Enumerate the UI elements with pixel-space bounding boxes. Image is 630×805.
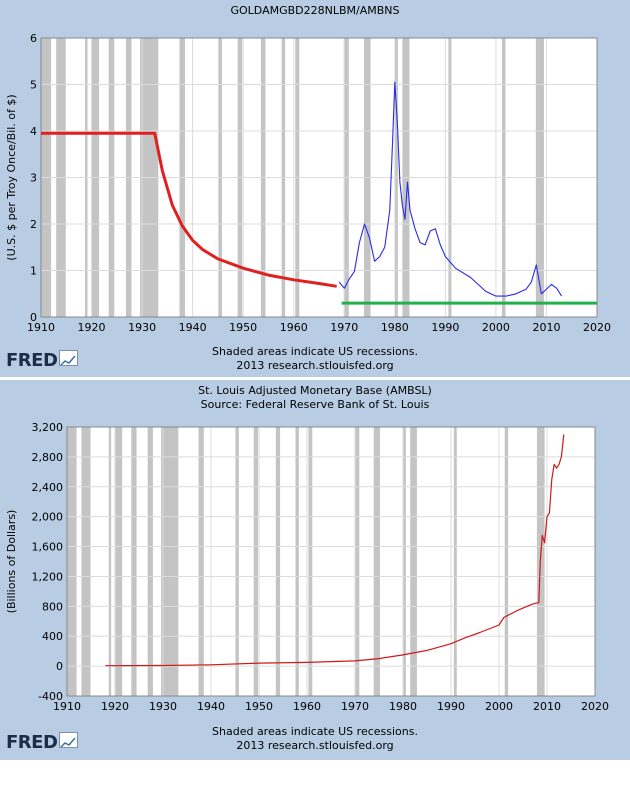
y-tick-label: 400 [42,630,63,643]
mini-chart-icon [59,350,79,366]
x-tick-label: 1940 [179,321,207,334]
y-tick-label: 1 [30,265,37,278]
recession-band [403,427,406,696]
series-line-1 [338,81,563,297]
y-axis-label: (U.S. $ per Troy Once/Bil. of $) [5,94,18,260]
plot-area [67,427,595,696]
recession-band [295,427,299,696]
x-tick-label: 1920 [101,700,129,713]
recession-band [453,427,457,696]
y-tick-label: 2 [30,218,37,231]
source-note: 2013 research.stlouisfed.org [236,359,394,372]
chart-footer: Shaded areas indicate US recessions. 201… [0,345,630,373]
y-tick-label: 1,600 [32,541,64,554]
x-tick-label: 2020 [581,700,609,713]
monetary-base-chart-panel: St. Louis Adjusted Monetary Base (AMBSL)… [0,380,630,760]
y-tick-label: 2,000 [32,511,64,524]
recession-note: Shaded areas indicate US recessions. [212,725,418,738]
x-tick-label: 1920 [78,321,106,334]
y-tick-label: -400 [38,690,63,703]
x-tick-label: 1990 [437,700,465,713]
x-tick-label: 1960 [293,700,321,713]
recession-band [161,427,179,696]
y-tick-label: 4 [30,125,37,138]
source-note: 2013 research.stlouisfed.org [236,739,394,752]
x-tick-label: 1950 [245,700,273,713]
x-tick-label: 1980 [389,700,417,713]
recession-band [67,427,77,696]
fred-logo-text: FRED [6,732,58,753]
recession-band [115,427,123,696]
recession-band [275,427,281,696]
mini-chart-icon [59,732,79,748]
x-tick-label: 1910 [27,321,55,334]
x-tick-label: 2010 [532,321,560,334]
x-tick-label: 2000 [485,700,513,713]
x-tick-label: 1980 [381,321,409,334]
recession-band [81,427,91,696]
gold-chart-panel: GOLDAMGBD228NLBM/AMBNS 1910 1920 1930 1940 1… [0,0,630,377]
gold-chart-svg: 1910 1920 1930 1940 1950 1960 1970 1980 1990 2000… [5,32,611,334]
x-tick-label: 1960 [280,321,308,334]
plot-border [66,426,596,697]
y-tick-label: 3,200 [32,421,64,434]
recession-band [198,427,204,696]
x-tick-label: 1990 [431,321,459,334]
recession-band [373,427,380,696]
recession-band [253,427,259,696]
x-tick-label: 1950 [229,321,257,334]
y-tick-label: 3 [30,172,37,185]
recession-band [147,427,153,696]
x-tick-label: 1970 [341,700,369,713]
y-tick-label: 0 [56,660,63,673]
y-tick-label: 800 [42,600,63,613]
series-line-0 [41,131,337,288]
recession-band [108,427,112,696]
fred-logo-text: FRED [6,350,58,371]
recession-band [410,427,417,696]
y-tick-label: 1,200 [32,570,64,583]
recession-band [504,427,509,696]
x-tick-label: 2000 [482,321,510,334]
x-tick-label: 1910 [53,700,81,713]
chart-footer: Shaded areas indicate US recessions. 201… [0,725,630,753]
monetary-base-chart-svg: 1910 1920 1930 1940 1950 1960 1970 1980 1990 2000… [5,421,609,713]
x-tick-label: 1930 [128,321,156,334]
y-axis-label: (Billions of Dollars) [5,510,18,614]
chart-subtitle: Source: Federal Reserve Bank of St. Loui… [200,398,430,411]
y-tick-label: 0 [30,311,37,324]
recession-band [354,427,360,696]
x-tick-label: 2010 [533,700,561,713]
recession-band [308,427,313,696]
y-tick-label: 6 [30,32,37,45]
y-tick-label: 2,400 [32,481,64,494]
x-tick-label: 1940 [197,700,225,713]
y-tick-label: 2,800 [32,451,64,464]
fred-logo: FRED [6,732,79,753]
x-tick-label: 1970 [330,321,358,334]
fred-logo: FRED [6,350,79,371]
x-tick-label: 1930 [149,700,177,713]
chart-title: GOLDAMGBD228NLBM/AMBNS [230,4,400,17]
recession-band [235,427,239,696]
x-tick-label: 2020 [583,321,611,334]
recession-band [131,427,137,696]
recession-note: Shaded areas indicate US recessions. [212,345,418,358]
y-tick-label: 5 [30,79,37,92]
chart-title: St. Louis Adjusted Monetary Base (AMBSL) [198,384,432,397]
series-line-0 [105,434,565,667]
plot-border [40,37,598,318]
